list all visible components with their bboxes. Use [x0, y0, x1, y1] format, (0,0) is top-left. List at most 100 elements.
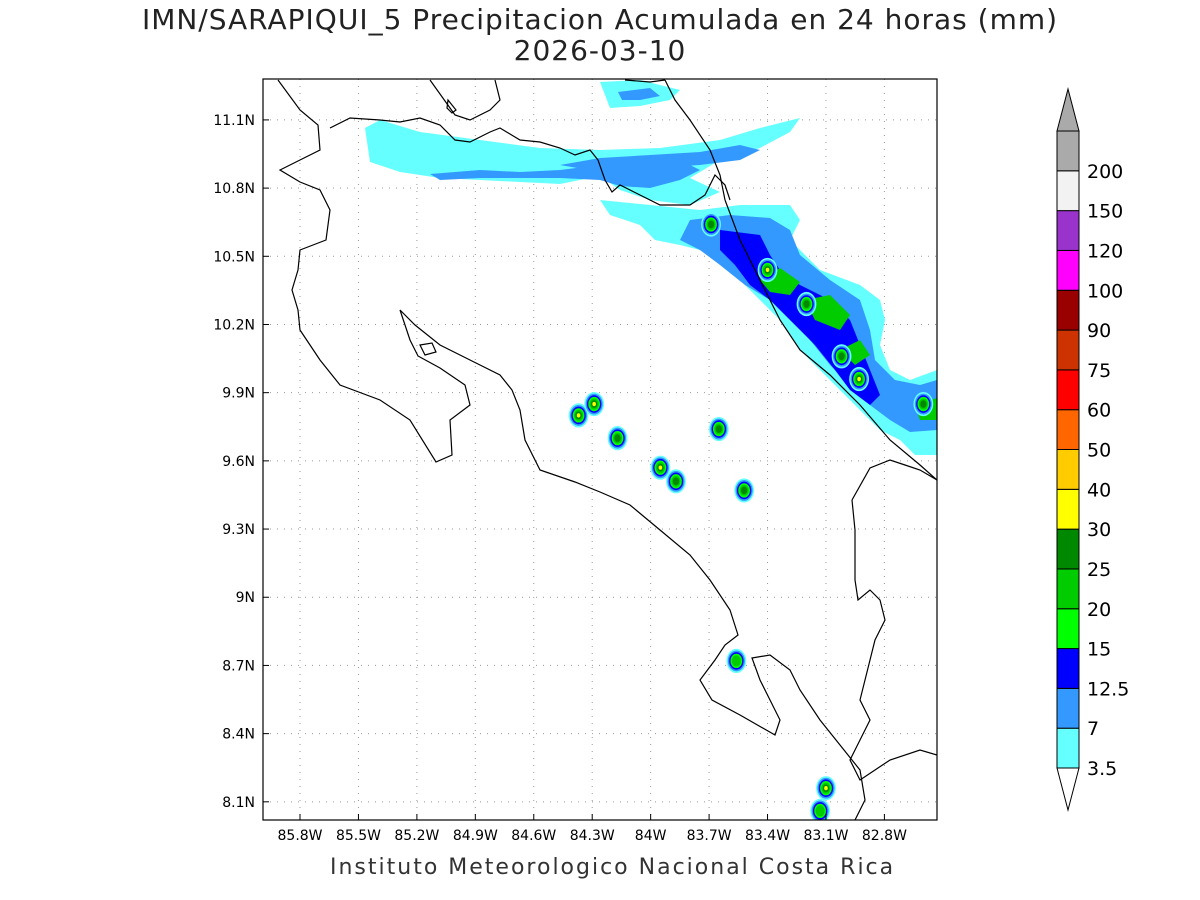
x-tick-label: 83.4W [745, 828, 790, 844]
colorbar-swatch [1056, 409, 1080, 450]
colorbar-label: 15 [1087, 639, 1111, 661]
latitude-axis: 11.1N 10.8N 10.5N 10.2N 9.9N 9.6N 9.3N 9N 8.7N 8.… [213, 113, 269, 811]
rain-cell-contour [920, 400, 927, 408]
map-date: 2026-03-10 [513, 34, 687, 67]
rain-cell-contour [707, 220, 715, 229]
rain-cell [831, 344, 852, 369]
x-tick-label: 82.8W [862, 828, 907, 844]
colorbar-swatch [1056, 488, 1080, 530]
colorbar-label: 60 [1087, 400, 1111, 422]
y-tick-label: 10.2N [213, 317, 255, 333]
colorbar-label: 90 [1087, 320, 1111, 342]
colorbar-label: 20 [1087, 599, 1111, 621]
colorbar-label: 150 [1087, 201, 1123, 223]
colorbar-label: 120 [1087, 240, 1123, 262]
colorbar-swatch [1056, 687, 1080, 729]
rain-cell [816, 776, 836, 801]
x-tick-label: 85.8W [278, 828, 323, 844]
x-tick-label: 85.5W [336, 828, 381, 844]
rain-cell [568, 403, 589, 428]
nicaragua-east [664, 79, 726, 201]
colorbar-swatch [1056, 210, 1080, 251]
rain-cell-contour [592, 401, 596, 407]
rain-cell [734, 478, 755, 503]
rain-cell-contour [658, 465, 663, 470]
colorbar-swatch [1056, 449, 1080, 490]
colorbar-label: 12.5 [1087, 678, 1129, 700]
rain-cell-contour [672, 477, 680, 486]
colorbar-swatch [1056, 648, 1080, 689]
rain-cell-contour [815, 805, 825, 817]
rain-cell-contour [765, 267, 770, 273]
rain-top-2 [618, 88, 660, 100]
nicaragua-border [329, 117, 731, 206]
colorbar-label: 30 [1087, 519, 1111, 541]
y-tick-label: 8.1N [222, 795, 255, 811]
rain-cell-contour [715, 425, 722, 433]
plot-frame [262, 78, 938, 821]
rain-cell [650, 455, 671, 480]
rain-cell-contour [857, 376, 861, 382]
colorbar-label: 40 [1087, 479, 1111, 501]
colorbar-swatch [1056, 568, 1080, 610]
colorbar-label: 100 [1087, 280, 1123, 302]
colorbar-swatch [1056, 170, 1080, 212]
rain-cell [810, 798, 831, 820]
y-tick-label: 9.9N [222, 386, 255, 402]
colorbar: 3.5 7 12.5 15 20 25 30 40 50 60 75 90 100 120 150 200 [1056, 87, 1129, 812]
x-tick-label: 83.7W [687, 828, 732, 844]
colorbar-swatch [1056, 249, 1080, 291]
rain-cell-contour [741, 486, 748, 495]
y-tick-label: 10.5N [213, 249, 255, 265]
longitude-axis: 85.8W 85.5W 85.2W 84.9W 84.6W 84.3W 84W 83.7W 83… [278, 814, 907, 844]
x-tick-label: 84.3W [570, 828, 615, 844]
panama-border [849, 499, 937, 781]
footer-credit: Instituto Meteorologico Nacional Costa R… [330, 855, 896, 880]
colorbar-min-arrow [1056, 767, 1080, 812]
map-grid [263, 79, 937, 820]
rain-cell [757, 257, 778, 283]
y-tick-label: 8.7N [222, 658, 255, 674]
rain-cell-contour [803, 300, 810, 308]
x-tick-label: 83.1W [803, 828, 848, 844]
x-tick-label: 84.6W [511, 828, 556, 844]
colorbar-label: 7 [1087, 718, 1099, 740]
pacific-coast-north [277, 79, 866, 820]
colorbar-label: 25 [1087, 559, 1111, 581]
x-tick-label: 85.2W [394, 828, 439, 844]
rain-cell [708, 416, 729, 442]
nicaragua-coast [429, 79, 666, 121]
colorbar-swatch [1056, 329, 1080, 371]
colorbar-swatch [1056, 369, 1080, 411]
rain-field [365, 80, 937, 820]
rain-cells [568, 212, 934, 820]
y-tick-label: 9.6N [222, 454, 255, 470]
rain-cell [726, 648, 747, 673]
rain-band-north-3 [560, 145, 760, 172]
y-tick-label: 9N [236, 590, 255, 606]
rain-cell-contour [824, 785, 828, 791]
rain-cell-contour [838, 352, 845, 361]
x-tick-label: 84W [635, 828, 667, 844]
rain-cell [849, 366, 869, 392]
rain-cell [607, 426, 628, 451]
lake [419, 98, 457, 356]
colorbar-max-arrow [1056, 87, 1080, 132]
rain-cell [584, 391, 605, 417]
colorbar-swatch [1056, 727, 1080, 769]
y-tick-label: 11.1N [213, 113, 255, 129]
colorbar-swatch [1056, 289, 1080, 331]
colorbar-swatch [1056, 528, 1080, 570]
colorbar-label: 75 [1087, 360, 1111, 382]
colorbar-label: 3.5 [1087, 758, 1117, 780]
rain-cell [666, 469, 686, 494]
y-tick-label: 10.8N [213, 181, 255, 197]
x-tick-label: 84.9W [453, 828, 498, 844]
rain-cell-contour [731, 655, 741, 667]
colorbar-label: 50 [1087, 440, 1111, 462]
rain-cell-contour [576, 413, 581, 418]
rain-cell-contour [614, 434, 621, 442]
colorbar-swatch [1056, 608, 1080, 650]
rain-cell [701, 212, 721, 237]
